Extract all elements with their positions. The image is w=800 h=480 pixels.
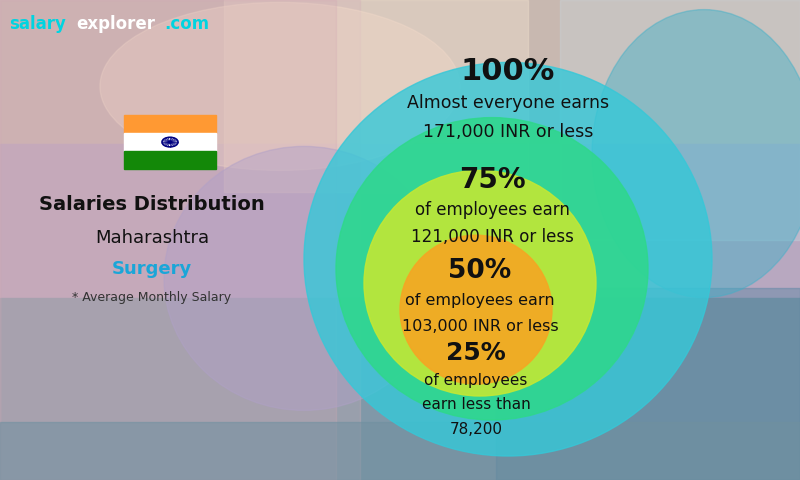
- Bar: [0, 0, 800, 168]
- Bar: [0, 422, 800, 480]
- Text: 100%: 100%: [461, 58, 555, 86]
- Circle shape: [169, 141, 171, 143]
- Bar: [0, 144, 800, 312]
- Text: of employees earn: of employees earn: [414, 201, 570, 219]
- Text: 78,200: 78,200: [450, 421, 502, 437]
- Ellipse shape: [592, 10, 800, 298]
- FancyBboxPatch shape: [0, 0, 336, 480]
- Text: earn less than: earn less than: [422, 397, 530, 412]
- Ellipse shape: [400, 235, 552, 384]
- Bar: [0, 298, 800, 480]
- Text: 103,000 INR or less: 103,000 INR or less: [402, 319, 558, 334]
- Bar: [124, 151, 216, 169]
- Text: of employees: of employees: [424, 372, 528, 388]
- Ellipse shape: [336, 118, 648, 420]
- Text: .com: .com: [164, 15, 209, 34]
- Text: * Average Monthly Salary: * Average Monthly Salary: [73, 291, 231, 304]
- Text: salary: salary: [10, 15, 66, 34]
- Text: 121,000 INR or less: 121,000 INR or less: [410, 228, 574, 246]
- Ellipse shape: [164, 146, 444, 410]
- Bar: [496, 288, 800, 480]
- Ellipse shape: [100, 2, 460, 170]
- Text: explorer: explorer: [76, 15, 155, 34]
- Text: Maharashtra: Maharashtra: [95, 228, 209, 247]
- Bar: [0, 0, 360, 480]
- Text: Salaries Distribution: Salaries Distribution: [39, 194, 265, 214]
- Text: 75%: 75%: [458, 166, 526, 194]
- Text: of employees earn: of employees earn: [405, 292, 555, 308]
- Text: 25%: 25%: [446, 341, 506, 365]
- Bar: [224, 0, 528, 192]
- Text: Almost everyone earns: Almost everyone earns: [407, 94, 609, 112]
- Text: Surgery: Surgery: [112, 260, 192, 278]
- Text: 171,000 INR or less: 171,000 INR or less: [423, 123, 593, 141]
- Text: 50%: 50%: [448, 258, 512, 284]
- Ellipse shape: [304, 62, 712, 456]
- Bar: [124, 115, 216, 133]
- Bar: [560, 0, 800, 240]
- Bar: [124, 133, 216, 151]
- Ellipse shape: [364, 170, 596, 396]
